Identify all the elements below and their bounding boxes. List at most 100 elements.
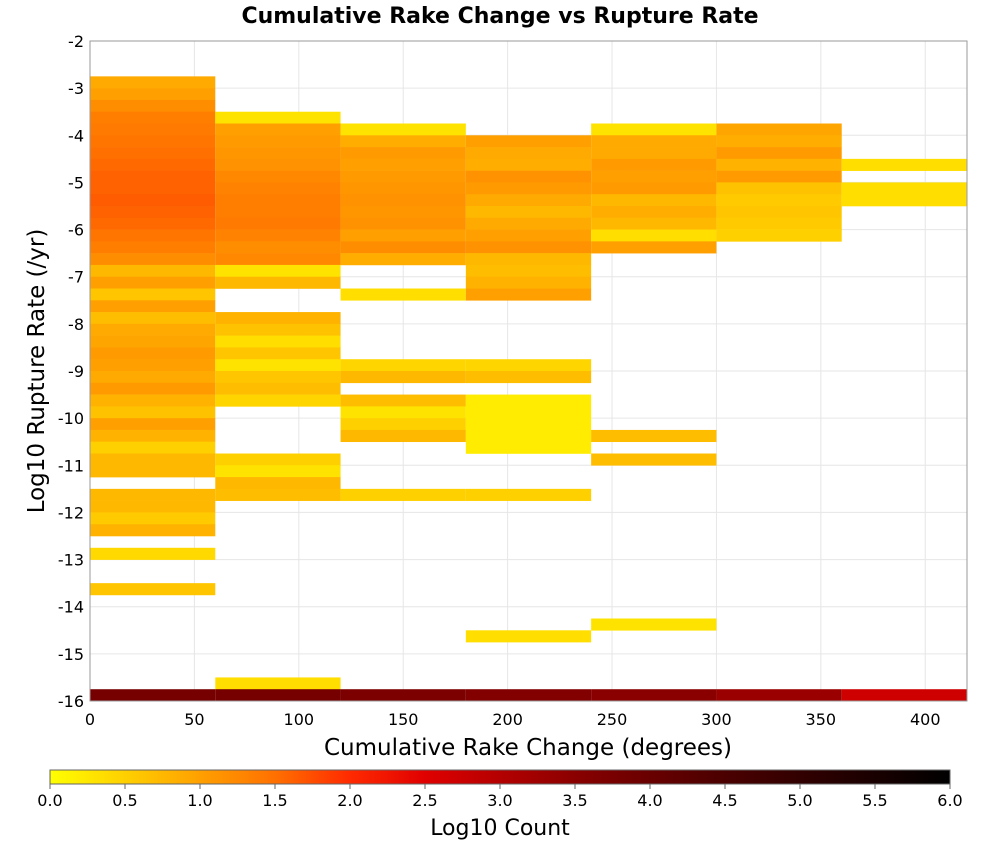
heatmap-cell [215, 347, 341, 360]
heatmap-cell [841, 194, 967, 207]
heatmap-cell [90, 99, 216, 113]
heatmap-cell [340, 241, 466, 254]
heatmap-cell [90, 429, 216, 443]
y-tick-label: -14 [58, 598, 84, 617]
heatmap-cell [591, 217, 717, 230]
colorbar-ticks: 0.0 0.5 1.0 1.5 2.0 2.5 3.0 3.5 4.0 4.5 5.0 5.5 6.0 [37, 784, 963, 810]
heatmap-cell [90, 253, 216, 266]
colorbar-tick-label: 0.0 [37, 791, 62, 810]
heatmap-cell [90, 488, 216, 501]
heatmap-cell [340, 229, 466, 242]
x-tick-label: 350 [806, 710, 837, 729]
heatmap-cell [340, 182, 466, 195]
heatmap-cell [465, 689, 592, 702]
heatmap-cell [465, 206, 592, 219]
colorbar-tick-label: 1.5 [262, 791, 287, 810]
heatmap-cell [591, 123, 717, 136]
heatmap-cell [215, 323, 341, 336]
heatmap-cell [716, 135, 842, 148]
heatmap-cell [340, 406, 466, 419]
colorbar-tick-label: 6.0 [937, 791, 962, 810]
y-tick-label: -2 [68, 32, 84, 51]
heatmap-cell [90, 182, 216, 195]
heatmap-cell [465, 488, 592, 501]
heatmap-cell [90, 406, 216, 419]
colorbar-tick-label: 4.0 [637, 791, 662, 810]
heatmap-cell [90, 347, 216, 360]
heatmap-cell [465, 630, 592, 643]
heatmap-cell [465, 170, 592, 183]
y-axis-label: Log10 Rupture Rate (/yr) [24, 229, 50, 514]
heatmap-cell [340, 689, 466, 702]
heatmap-cell [465, 394, 592, 407]
heatmap-cell [90, 512, 216, 525]
heatmap-cell [340, 170, 466, 183]
heatmap-cell [215, 465, 341, 478]
y-tick-label: -9 [68, 362, 84, 381]
heatmap-cell [90, 394, 216, 407]
heatmap-cell [90, 465, 216, 478]
heatmap-cell [340, 371, 466, 384]
colorbar-tick-label: 3.5 [562, 791, 587, 810]
heatmap-cell [591, 618, 717, 631]
heatmap-cell [215, 335, 341, 348]
heatmap-cell [215, 229, 341, 242]
heatmap-cell [215, 111, 341, 124]
heatmap-cell [215, 394, 341, 407]
x-tick-label: 200 [492, 710, 523, 729]
heatmap-cell [90, 276, 216, 289]
heatmap-cell [90, 323, 216, 336]
y-tick-label: -16 [58, 692, 84, 711]
heatmap-cell [90, 158, 216, 171]
colorbar-tick-label: 5.5 [862, 791, 887, 810]
heatmap-cell [90, 88, 216, 101]
heatmap-cell [340, 288, 466, 301]
heatmap-cell [340, 206, 466, 219]
heatmap-cell [591, 206, 717, 219]
x-tick-label: 0 [85, 710, 95, 729]
heatmap-cell [465, 429, 592, 443]
heatmap-cell [340, 253, 466, 266]
heatmap-cell [591, 182, 717, 195]
chart-title: Cumulative Rake Change vs Rupture Rate [241, 4, 758, 29]
heatmap-cell [215, 158, 341, 171]
heatmap-cell [340, 147, 466, 160]
heatmap-cells [90, 76, 967, 702]
heatmap-cell [465, 229, 592, 242]
heatmap-cell [90, 524, 216, 537]
y-tick-label: -3 [68, 79, 84, 98]
y-axis-ticks: -16 -15 -14 -13 -12 -11 -10 -9 -8 -7 -6 -5 -4 -3 -2 [58, 32, 84, 711]
heatmap-cell [90, 111, 216, 124]
heatmap-cell [591, 429, 717, 443]
heatmap-cell [591, 194, 717, 207]
heatmap-cell [215, 488, 341, 501]
heatmap-cell [90, 288, 216, 301]
heatmap-cell [716, 170, 842, 183]
x-tick-label: 300 [701, 710, 732, 729]
heatmap-cell [90, 382, 216, 395]
heatmap-cell [465, 158, 592, 171]
colorbar-tick-label: 1.0 [187, 791, 212, 810]
heatmap-cell [90, 123, 216, 136]
heatmap-cell [215, 241, 341, 254]
heatmap-cell [591, 229, 717, 242]
colorbar-tick-label: 2.5 [412, 791, 437, 810]
heatmap-cell [591, 170, 717, 183]
heatmap-cell [465, 135, 592, 148]
heatmap-cell [465, 418, 592, 431]
heatmap-cell [716, 158, 842, 171]
heatmap-cell [716, 147, 842, 160]
heatmap-cell [215, 689, 341, 702]
heatmap-cell [465, 253, 592, 266]
heatmap-cell [215, 312, 341, 325]
heatmap-cell [591, 147, 717, 160]
colorbar-tick-label: 2.0 [337, 791, 362, 810]
heatmap-cell [340, 429, 466, 443]
heatmap-cell [591, 158, 717, 171]
heatmap-cell [90, 300, 216, 313]
heatmap-cell [215, 147, 341, 160]
heatmap-cell [716, 182, 842, 195]
x-tick-label: 250 [597, 710, 628, 729]
heatmap-cell [90, 241, 216, 254]
